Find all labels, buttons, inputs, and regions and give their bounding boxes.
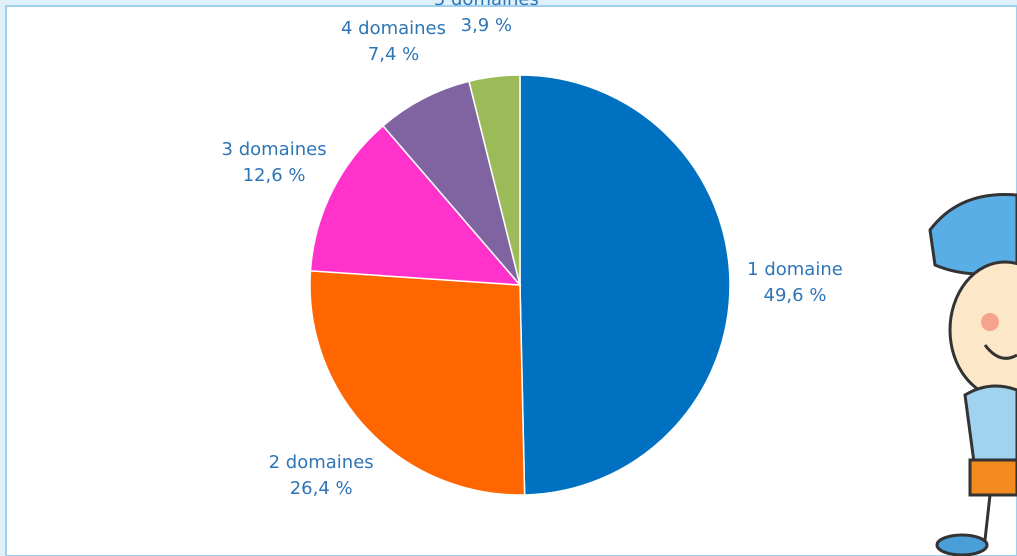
- slice-label: 3 domaines: [222, 139, 327, 160]
- slice-value-label: 49,6 %: [764, 285, 827, 306]
- page: 1 domaine 49,6 % 2 domaines 26,4 % 3 domaine…: [0, 0, 1017, 556]
- slice-label: 5 domaines: [434, 0, 539, 10]
- chart: 1 domaine 49,6 % 2 domaines 26,4 % 3 domaine…: [0, 0, 1017, 556]
- slice-value-label: 3,9 %: [461, 15, 512, 36]
- slice-value-label: 7,4 %: [368, 44, 419, 65]
- slice-label: 4 domaines: [341, 18, 446, 39]
- slice-label: 2 domaines: [269, 452, 374, 473]
- slice-label: 1 domaine: [747, 259, 843, 280]
- slice-value-label: 26,4 %: [290, 478, 353, 499]
- slice-value-label: 12,6 %: [243, 165, 306, 186]
